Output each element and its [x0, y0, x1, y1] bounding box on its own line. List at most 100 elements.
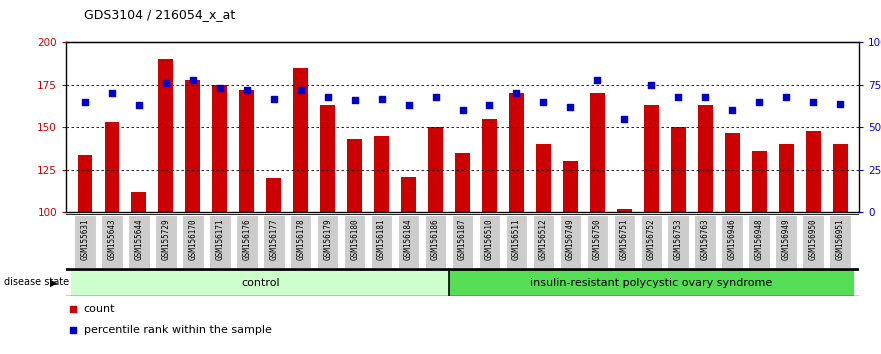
- Point: [833, 101, 848, 107]
- Bar: [506, 215, 527, 268]
- Bar: [668, 215, 689, 268]
- Bar: [293, 68, 308, 212]
- Point: [563, 104, 577, 110]
- Bar: [751, 151, 766, 212]
- Bar: [78, 155, 93, 212]
- Text: ▶: ▶: [50, 277, 58, 287]
- Text: count: count: [84, 304, 115, 314]
- Bar: [533, 215, 554, 268]
- Point: [402, 103, 416, 108]
- Point: [348, 97, 362, 103]
- Point: [267, 96, 281, 101]
- Point: [590, 77, 604, 83]
- Bar: [559, 215, 581, 268]
- Point: [806, 99, 820, 105]
- Bar: [425, 215, 447, 268]
- Bar: [482, 119, 497, 212]
- Text: GSM156763: GSM156763: [700, 218, 710, 259]
- Bar: [74, 215, 96, 268]
- Text: GSM156180: GSM156180: [350, 218, 359, 259]
- Text: GSM156753: GSM156753: [674, 218, 683, 259]
- Text: insulin-resistant polycystic ovary syndrome: insulin-resistant polycystic ovary syndr…: [530, 278, 773, 288]
- Bar: [317, 215, 338, 268]
- Text: GSM156170: GSM156170: [189, 218, 197, 259]
- Point: [671, 94, 685, 100]
- Bar: [775, 215, 797, 268]
- Bar: [428, 127, 443, 212]
- Bar: [803, 215, 824, 268]
- Point: [78, 99, 92, 105]
- Text: GSM156184: GSM156184: [404, 218, 413, 259]
- Point: [66, 306, 79, 312]
- Text: GSM156951: GSM156951: [835, 218, 845, 259]
- Bar: [452, 215, 473, 268]
- Bar: [263, 215, 285, 268]
- Bar: [131, 192, 146, 212]
- Point: [752, 99, 766, 105]
- Point: [159, 80, 173, 86]
- Bar: [128, 215, 150, 268]
- Text: GSM155631: GSM155631: [80, 218, 90, 259]
- Bar: [182, 215, 204, 268]
- Bar: [478, 215, 500, 268]
- Bar: [640, 215, 663, 268]
- Point: [455, 108, 470, 113]
- Bar: [401, 177, 416, 212]
- Bar: [698, 105, 713, 212]
- Text: GSM156177: GSM156177: [270, 218, 278, 259]
- Text: GSM156749: GSM156749: [566, 218, 575, 259]
- Bar: [240, 90, 255, 212]
- Point: [105, 91, 119, 96]
- Text: GSM156178: GSM156178: [296, 218, 305, 259]
- Text: GSM156511: GSM156511: [512, 218, 521, 259]
- Bar: [829, 215, 851, 268]
- Bar: [779, 144, 794, 212]
- Text: GSM156176: GSM156176: [242, 218, 251, 259]
- Text: GSM156181: GSM156181: [377, 218, 386, 259]
- Bar: [101, 215, 122, 268]
- Text: control: control: [241, 278, 279, 288]
- Bar: [155, 215, 177, 268]
- Bar: [722, 215, 743, 268]
- Bar: [833, 144, 848, 212]
- Text: GSM156171: GSM156171: [215, 218, 225, 259]
- Text: GSM156946: GSM156946: [728, 218, 737, 259]
- Point: [699, 94, 713, 100]
- Bar: [587, 215, 608, 268]
- Bar: [209, 215, 231, 268]
- Bar: [236, 215, 257, 268]
- Bar: [321, 105, 335, 212]
- Bar: [694, 215, 716, 268]
- Point: [779, 94, 793, 100]
- Bar: [212, 85, 227, 212]
- Point: [186, 77, 200, 83]
- Bar: [455, 153, 470, 212]
- Text: GSM156186: GSM156186: [431, 218, 440, 259]
- Bar: [347, 139, 362, 212]
- Bar: [536, 144, 551, 212]
- Bar: [185, 80, 200, 212]
- Point: [66, 327, 79, 333]
- Point: [537, 99, 551, 105]
- Bar: [509, 93, 524, 212]
- Bar: [725, 132, 740, 212]
- Bar: [159, 59, 174, 212]
- Bar: [617, 209, 632, 212]
- Text: GSM156751: GSM156751: [620, 218, 629, 259]
- Point: [212, 86, 226, 91]
- Bar: [449, 269, 854, 296]
- Text: GSM156950: GSM156950: [809, 218, 818, 259]
- Point: [374, 96, 389, 101]
- Bar: [748, 215, 770, 268]
- Bar: [613, 215, 635, 268]
- Point: [428, 94, 442, 100]
- Bar: [374, 136, 389, 212]
- Text: GDS3104 / 216054_x_at: GDS3104 / 216054_x_at: [84, 8, 235, 21]
- Text: GSM155729: GSM155729: [161, 218, 170, 259]
- Bar: [105, 122, 119, 212]
- Bar: [398, 215, 419, 268]
- Text: GSM156752: GSM156752: [647, 218, 655, 259]
- Point: [725, 108, 739, 113]
- Text: GSM156187: GSM156187: [458, 218, 467, 259]
- Bar: [344, 215, 366, 268]
